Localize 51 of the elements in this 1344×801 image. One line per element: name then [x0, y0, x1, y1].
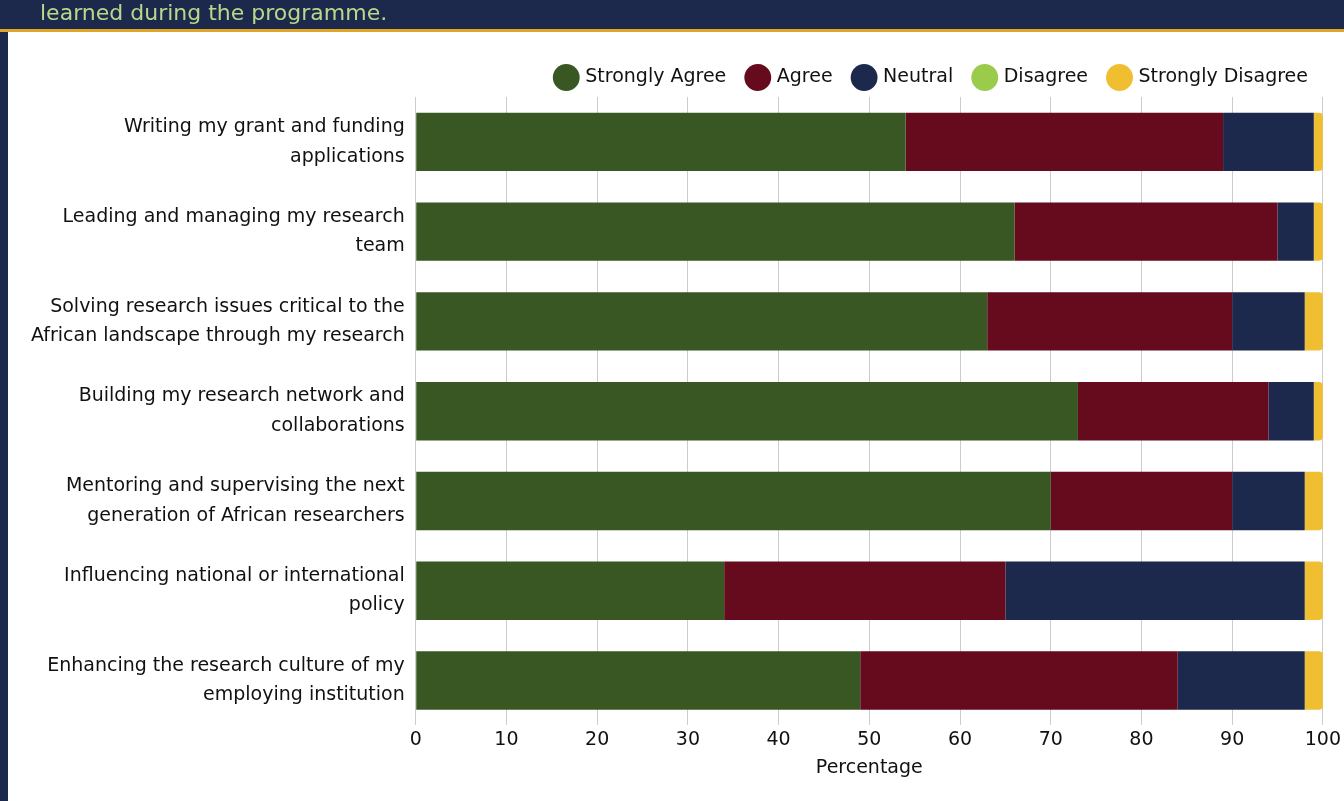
legend-label: Neutral [883, 64, 954, 87]
bar [416, 471, 1051, 531]
bar [1050, 471, 1233, 531]
y-tick-label: Influencing national or international policy [64, 562, 405, 615]
x-tick-label: 80 [1129, 726, 1154, 749]
x-tick-label: 60 [947, 726, 973, 749]
bar [416, 202, 1015, 261]
x-tick-label: 30 [675, 726, 700, 749]
bar [987, 292, 1233, 351]
bar [724, 561, 1006, 620]
x-tick-label: 50 [857, 726, 882, 749]
y-tick-label: Enhancing the research culture of my employing institution [47, 652, 405, 705]
bar [1277, 202, 1314, 261]
legend-label: Strongly Agree [585, 64, 727, 87]
bar [860, 651, 1178, 710]
bar [1313, 202, 1323, 261]
bar [1177, 651, 1305, 710]
y-tick-label: Mentoring and supervising the next generation of African researchers [65, 473, 405, 525]
x-axis-title: Percentage [815, 754, 923, 777]
bar [416, 292, 988, 351]
bar [1014, 202, 1278, 261]
y-tick-label: Writing my grant and funding applications [124, 114, 405, 166]
bar [1232, 292, 1305, 351]
x-tick-label: 20 [585, 726, 610, 749]
bar [1005, 561, 1305, 620]
bar [1223, 112, 1314, 172]
bar [416, 112, 906, 172]
legend-label: Disagree [1003, 64, 1089, 87]
bar [416, 651, 861, 710]
bar [905, 112, 1224, 172]
x-tick-label: 90 [1220, 726, 1245, 749]
y-tick-label: Leading and managing my research team [62, 203, 405, 256]
bar [1304, 651, 1323, 710]
bar [1077, 382, 1269, 441]
x-tick-label: 100 [1304, 726, 1341, 749]
bar [1304, 561, 1323, 620]
x-tick-label: 40 [766, 726, 791, 749]
bar [416, 382, 1078, 441]
bar [1304, 292, 1323, 351]
legend-label: Strongly Disagree [1138, 64, 1309, 87]
text: learned during the programme. [0, 0, 1344, 32]
x-tick-label: 0 [409, 726, 422, 749]
y-tick-label: Building my research network and collaborations [78, 383, 405, 435]
bar [1304, 471, 1323, 531]
bar [416, 561, 725, 620]
bar [1232, 471, 1305, 531]
x-tick-label: 10 [494, 726, 519, 749]
x-tick-label: 70 [1038, 726, 1063, 749]
y-tick-label: Solving research issues critical to the African landscape through my research [30, 293, 405, 346]
legend-label: Agree [776, 64, 833, 87]
bar [1268, 382, 1314, 441]
